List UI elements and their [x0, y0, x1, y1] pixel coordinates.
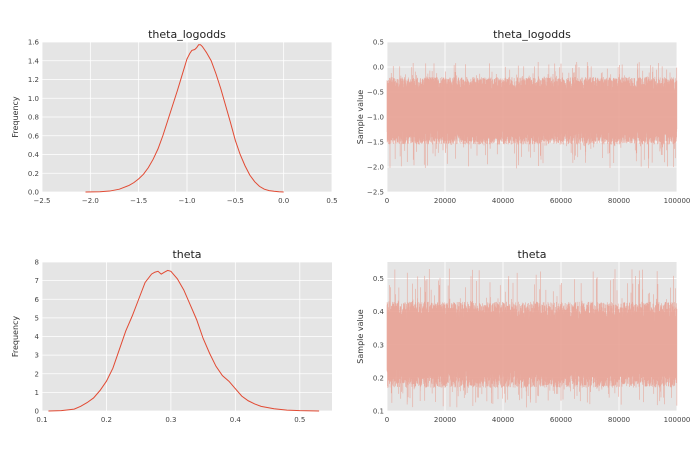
subplot-2: 0 20000 40000 60000 80000 100000 −2.5 −2.0 −1.5 −… — [356, 28, 690, 205]
x-tick-label: 80000 — [608, 416, 630, 424]
y-tick-label: 4 — [35, 333, 40, 341]
y-tick-label: 0.0 — [373, 64, 384, 72]
y-tick-label: 0.5 — [373, 39, 384, 47]
y-tick-label: 0 — [35, 408, 39, 416]
x-tick-label: 0.1 — [36, 416, 47, 424]
x-tick-label: 0.4 — [230, 416, 242, 424]
y-tick-label: 1 — [35, 389, 39, 397]
x-tick-label: 0 — [385, 416, 389, 424]
x-tick-label: −2.5 — [34, 197, 51, 205]
density-line — [85, 44, 284, 193]
y-tick-label: 0.1 — [373, 408, 384, 416]
x-tick-label: 40000 — [492, 416, 514, 424]
y-tick-label: 0.2 — [373, 374, 384, 382]
y-tick-label: −1.5 — [367, 139, 384, 147]
y-tick-label: 0.4 — [28, 151, 40, 159]
y-tick-label: 8 — [35, 259, 39, 267]
y-axis-label: Frequency — [11, 96, 20, 138]
y-tick-label: −2.5 — [367, 189, 384, 197]
y-tick-label: 1.6 — [28, 39, 40, 47]
x-tick-label: −0.5 — [227, 197, 244, 205]
x-tick-label: 60000 — [550, 416, 572, 424]
x-tick-label: 0.0 — [278, 197, 289, 205]
x-tick-label: 0 — [385, 197, 389, 205]
y-axis-label: Frequency — [11, 316, 20, 358]
y-tick-label: 0.6 — [28, 132, 40, 140]
y-tick-label: 1.2 — [28, 76, 39, 84]
y-tick-label: 3 — [35, 352, 39, 360]
trace-samples — [386, 62, 678, 169]
y-axis-label: Sample value — [356, 90, 365, 144]
y-tick-label: 5 — [35, 314, 39, 322]
x-tick-label: 80000 — [608, 197, 630, 205]
x-tick-label: 0.2 — [101, 416, 112, 424]
x-tick-label: −2.0 — [82, 197, 99, 205]
x-tick-label: −1.0 — [179, 197, 196, 205]
x-tick-label: 20000 — [434, 416, 456, 424]
subplot-4: 0 20000 40000 60000 80000 100000 0.1 0.2 0.3 0.4 0… — [356, 248, 690, 424]
subplot-title: theta_logodds — [148, 28, 226, 41]
y-tick-label: −1.0 — [367, 114, 384, 122]
y-axis-label: Sample value — [356, 309, 365, 363]
x-tick-label: 20000 — [434, 197, 456, 205]
x-tick-label: 60000 — [550, 197, 572, 205]
x-tick-label: 40000 — [492, 197, 514, 205]
subplot-3: 0.1 0.2 0.3 0.4 0.5 0 1 2 3 4 5 6 7 8 theta Frequency — [11, 248, 332, 424]
subplot-title: theta_logodds — [493, 28, 571, 41]
y-tick-label: 0.2 — [28, 170, 39, 178]
y-tick-label: −0.5 — [367, 89, 384, 97]
y-tick-label: 0.5 — [373, 275, 384, 283]
y-tick-label: 0.4 — [373, 308, 385, 316]
subplot-title: theta — [517, 248, 546, 261]
y-tick-label: −2.0 — [367, 164, 384, 172]
y-tick-label: 0.3 — [373, 341, 384, 349]
x-tick-label: 100000 — [664, 197, 691, 205]
x-tick-label: 0.5 — [294, 416, 305, 424]
y-tick-label: 2 — [35, 370, 39, 378]
y-tick-label: 1.4 — [28, 57, 40, 65]
trace-samples — [386, 268, 678, 408]
subplot-title: theta — [172, 248, 201, 261]
x-tick-label: 100000 — [664, 416, 691, 424]
x-tick-label: 0.5 — [326, 197, 337, 205]
y-tick-label: 1.0 — [28, 95, 39, 103]
x-tick-label: 0.3 — [165, 416, 176, 424]
subplot-1: −2.5 −2.0 −1.5 −1.0 −0.5 0.0 0.5 0.0 0.2 0.4 0.6 0.… — [11, 28, 338, 205]
y-tick-label: 6 — [35, 296, 40, 304]
x-tick-label: −1.5 — [130, 197, 147, 205]
y-tick-label: 7 — [35, 277, 39, 285]
density-line — [48, 269, 320, 412]
y-tick-label: 0.8 — [28, 114, 39, 122]
y-tick-label: 0.0 — [28, 189, 39, 197]
